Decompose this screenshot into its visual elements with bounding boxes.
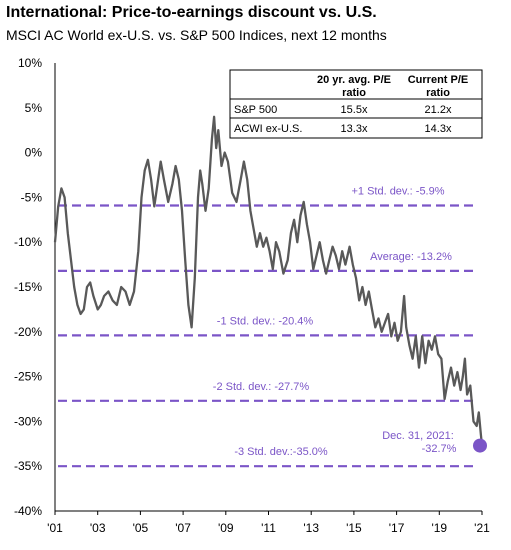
- x-tick-label: '17: [389, 521, 405, 535]
- reference-line-label: -1 Std. dev.: -20.4%: [217, 315, 314, 327]
- table-header-avg-line1: 20 yr. avg. P/E: [317, 74, 391, 86]
- table-row-label: S&P 500: [234, 104, 277, 116]
- axes: [54, 63, 483, 515]
- x-tick-label: '13: [303, 521, 319, 535]
- x-tick-label: '19: [431, 521, 447, 535]
- y-tick-label: -5%: [21, 190, 43, 204]
- table-row-current: 21.2x: [425, 104, 452, 116]
- x-tick-label: '03: [90, 521, 106, 535]
- series-layer: [53, 115, 484, 446]
- table-row-avg: 15.5x: [341, 104, 368, 116]
- y-tick-label: -30%: [14, 414, 42, 428]
- x-tick-label: '05: [133, 521, 149, 535]
- table-header-current-line1: Current P/E: [408, 74, 469, 86]
- pe-ratio-table: 20 yr. avg. P/E ratio Current P/E ratio …: [229, 69, 483, 139]
- endpoint-marker: [473, 438, 487, 453]
- y-tick-label: -20%: [14, 325, 42, 339]
- table-header-avg-line2: ratio: [342, 87, 366, 99]
- y-tick-label: -15%: [14, 280, 42, 294]
- table-row-current: 14.3x: [425, 123, 452, 135]
- annotation-layer: Dec. 31, 2021:-32.7%: [382, 430, 487, 455]
- y-tick-label: -40%: [14, 504, 42, 518]
- y-tick-label: -35%: [14, 459, 42, 473]
- reference-line-label: +1 Std. dev.: -5.9%: [351, 185, 444, 197]
- x-tick-label: '09: [218, 521, 234, 535]
- table-row-label: ACWI ex-U.S.: [234, 123, 302, 135]
- y-tick-label: 5%: [25, 101, 43, 115]
- y-tick-label: 10%: [18, 56, 42, 70]
- series-line: [53, 115, 484, 446]
- chart-subtitle: MSCI AC World ex-U.S. vs. S&P 500 Indice…: [6, 27, 387, 43]
- x-axis-tick-labels: '01 '03 '05 '07 '09 '11 '13 '15 '17 '19 '21: [47, 521, 490, 535]
- x-tick-label: '07: [175, 521, 191, 535]
- reference-lines: +1 Std. dev.: -5.9% Average: -13.2% -1 Std…: [58, 185, 477, 468]
- x-tick-label: '11: [261, 521, 276, 535]
- reference-line-label: -2 Std. dev.: -27.7%: [213, 381, 310, 393]
- table-border: [229, 69, 483, 139]
- x-tick-label: '01: [47, 521, 63, 535]
- table-header-current-line2: ratio: [426, 87, 450, 99]
- y-tick-label: -10%: [14, 235, 42, 249]
- annotation-date-label: Dec. 31, 2021:: [382, 430, 454, 442]
- table-row-avg: 13.3x: [341, 123, 368, 135]
- chart-title: International: Price-to-earnings discoun…: [6, 4, 377, 21]
- reference-line-label: -3 Std. dev.:-35.0%: [234, 446, 328, 458]
- y-axis-tick-labels: 10% 5% 0% -5% -10% -15% -20% -25% -30% -35% -40%: [14, 56, 42, 518]
- annotation-value-label: -32.7%: [422, 443, 457, 455]
- y-tick-label: -25%: [14, 370, 42, 384]
- reference-line-label: Average: -13.2%: [370, 251, 452, 263]
- x-tick-label: '15: [346, 521, 362, 535]
- y-tick-label: 0%: [25, 146, 43, 160]
- x-tick-label: '21: [474, 521, 490, 535]
